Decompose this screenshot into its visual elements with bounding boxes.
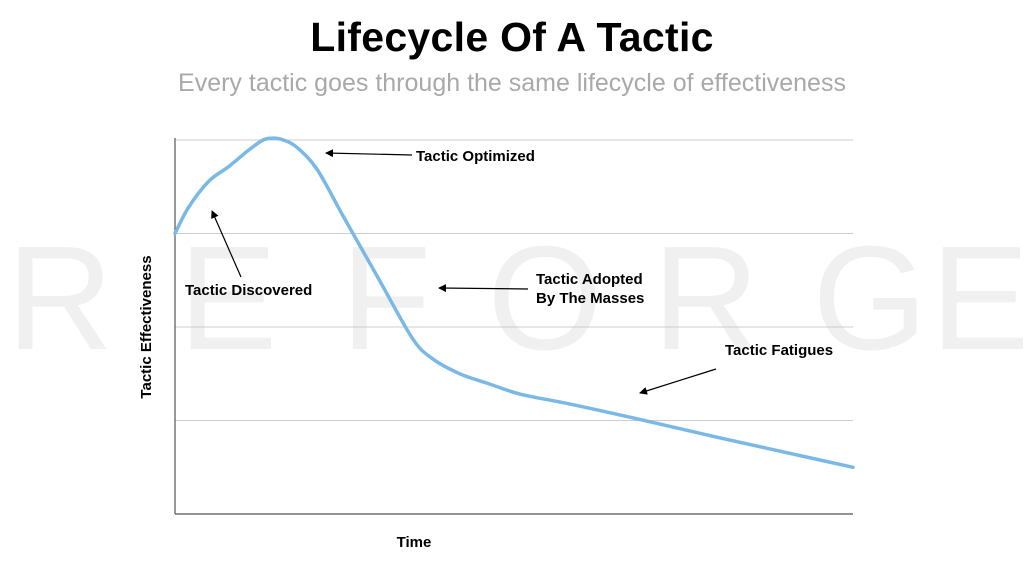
watermark-letter: R [652,216,760,381]
annotation-label: Tactic Optimized [416,148,535,165]
annotation-line: Tactic Fatigues [725,342,833,359]
annotation: Tactic Fatigues [639,342,833,395]
annotation-arrow [325,149,413,158]
page-title: Lifecycle Of A Tactic [310,14,714,60]
watermark-letter: E [930,216,1024,381]
x-axis-label: Time [397,534,432,551]
annotation-label: Tactic Discovered [185,282,312,299]
annotation-line: Tactic Discovered [185,282,312,299]
annotation: Tactic Discovered [185,210,312,299]
page-subtitle: Every tactic goes through the same lifec… [178,69,846,97]
annotation-arrow [639,368,717,395]
annotation: Tactic Optimized [325,148,535,165]
annotation-arrow [438,284,529,293]
annotation-label: Tactic Adopted By The Masses [536,271,644,307]
annotation-line: Tactic Optimized [416,148,535,165]
watermark-letter: G [812,216,928,381]
watermark-letter: F [340,216,432,381]
watermark-letter: O [487,216,603,381]
annotation-line: Tactic Adopted [536,271,643,288]
watermark-letter: R [6,216,114,381]
y-axis-label: Tactic Effectiveness [138,255,155,398]
effectiveness-curve [173,136,855,470]
annotation-label: Tactic Fatigues [725,342,833,359]
annotation-line: By The Masses [536,290,644,307]
annotation-arrow [211,210,242,278]
annotation: Tactic Adopted By The Masses [438,271,644,307]
